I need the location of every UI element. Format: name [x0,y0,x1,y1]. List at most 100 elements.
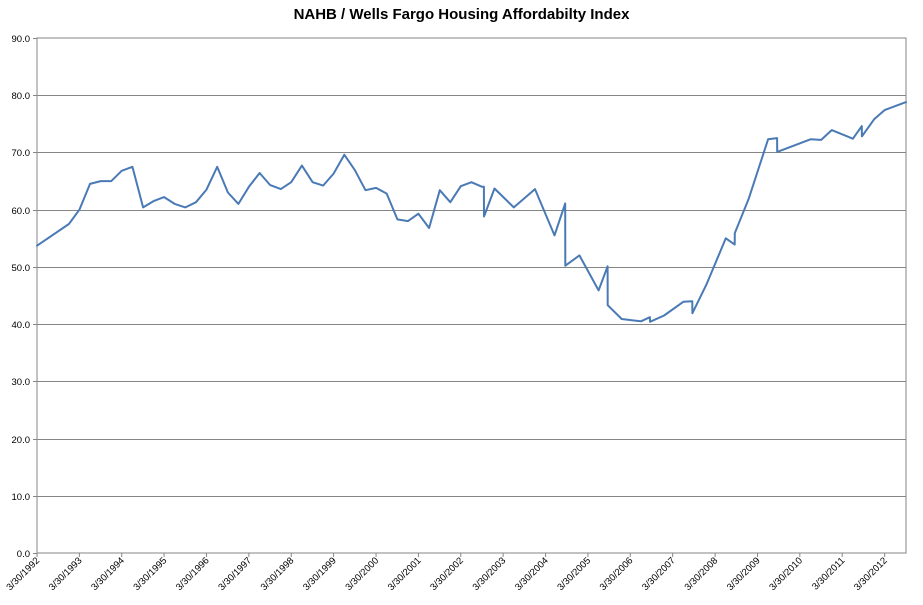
data-point [692,312,694,314]
data-point [185,207,187,209]
x-tick-label: 3/30/2002 [428,555,466,593]
data-point [831,129,833,131]
data-point [734,232,736,234]
data-point [564,203,566,205]
data-point [428,227,430,229]
y-tick-label: 30.0 [12,377,31,388]
y-axis: 0.0 10.0 20.0 30.0 40.0 50.0 60.0 70.0 80.0 90.0 [12,34,37,560]
x-tick-label: 3/30/2001 [386,555,424,593]
data-point [301,165,303,167]
data-point [439,189,441,191]
y-tick-label: 40.0 [12,320,31,331]
data-point [598,290,600,292]
x-tick-label: 3/30/2011 [810,555,847,592]
x-tick-label: 3/30/1996 [174,555,212,593]
data-point [579,255,581,257]
data-point [290,181,292,183]
gridlines [37,95,906,497]
data-point [397,219,399,221]
data-point [481,186,483,188]
x-tick-label: 3/30/2007 [640,555,678,593]
x-tick-label: 3/30/2005 [555,555,593,593]
data-point [861,136,863,138]
data-point [163,196,165,198]
data-point [494,188,496,190]
data-point [692,300,694,302]
data-point [248,186,250,188]
x-tick-label: 3/30/2004 [513,555,551,593]
data-point [725,238,727,240]
data-point [663,315,665,317]
data-point [375,187,377,189]
x-tick-label: 3/30/2003 [471,555,509,593]
data-point [111,180,113,182]
x-tick-label: 3/30/1994 [89,555,127,593]
data-point [333,173,335,175]
data-point [89,183,91,185]
data-point [905,101,907,103]
data-point [748,197,750,199]
y-tick-label: 90.0 [12,34,31,45]
data-point [68,223,70,225]
data-point [873,119,875,121]
data-point [706,284,708,286]
data-point [884,109,886,111]
data-point [450,201,452,203]
data-point [386,193,388,195]
data-point [649,321,651,323]
chart-title: NAHB / Wells Fargo Housing Affordabilty … [293,6,630,23]
data-point [534,188,536,190]
data-point [683,301,685,303]
y-tick-label: 0.0 [17,549,30,560]
y-tick-label: 20.0 [12,435,31,446]
y-tick-label: 70.0 [12,148,31,159]
data-point [513,207,515,209]
data-point [216,166,218,168]
series-group [36,101,907,323]
data-point [810,139,812,141]
y-tick-label: 50.0 [12,263,31,274]
data-point [852,138,854,140]
data-point [471,181,473,183]
x-tick-label: 3/30/2006 [598,555,636,593]
x-tick-label: 3/30/2000 [344,555,382,593]
x-axis: 3/30/1992 3/30/1993 3/30/1994 3/30/1995 3/30… [4,553,890,593]
x-tick-label: 3/30/1999 [301,555,339,593]
data-point [36,245,38,247]
data-point [206,189,208,191]
data-point [280,188,282,190]
data-point [153,200,155,202]
data-point [418,213,420,215]
data-point [100,180,102,182]
x-tick-label: 3/30/1998 [259,555,297,593]
data-point [820,139,822,141]
data-point [649,316,651,318]
data-point [365,189,367,191]
x-tick-label: 3/30/1997 [216,555,254,593]
y-tick-label: 60.0 [12,206,31,217]
data-point [554,235,556,237]
data-point [776,137,778,139]
data-point [269,184,271,186]
data-point [565,265,567,267]
y-tick-label: 80.0 [12,91,31,102]
x-tick-label: 3/30/1992 [4,555,42,593]
data-point [483,186,485,188]
data-point [142,207,144,209]
x-tick-label: 3/30/2008 [683,555,721,593]
data-point [776,151,778,153]
data-point [195,201,197,203]
data-point [322,185,324,187]
data-point [607,266,609,268]
x-tick-label: 3/30/1995 [132,555,170,593]
y-tick-label: 10.0 [12,492,31,503]
data-point [354,169,356,171]
data-point [312,181,314,183]
data-point [79,209,81,211]
data-point [621,318,623,320]
plot-frame [36,37,907,554]
x-tick-label: 3/30/2009 [725,555,763,593]
data-point [227,192,229,194]
data-point [132,166,134,168]
